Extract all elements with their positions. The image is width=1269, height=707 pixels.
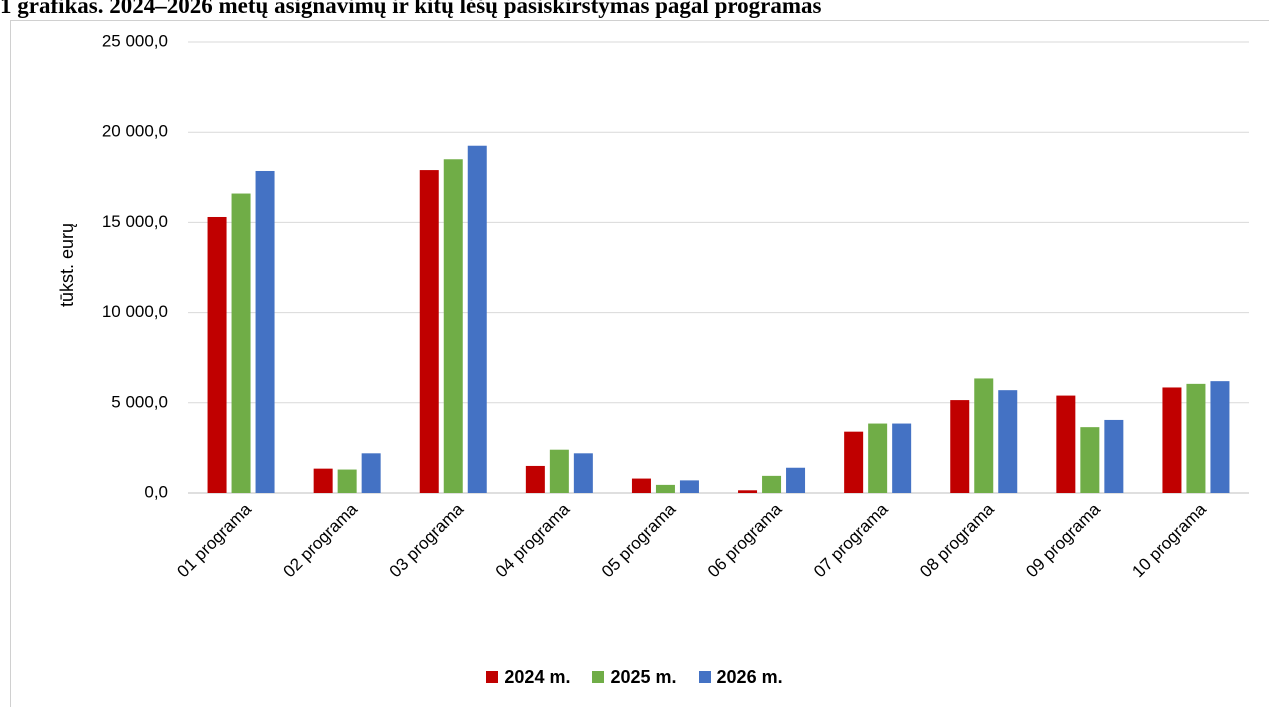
legend-item: 2024 m. xyxy=(486,667,570,688)
bar xyxy=(631,478,651,493)
bar xyxy=(950,400,970,493)
x-tick-label: 10 programa xyxy=(1128,499,1210,581)
bar xyxy=(231,193,251,493)
y-tick-label: 5 000,0 xyxy=(111,392,168,411)
chart-frame xyxy=(10,20,1269,707)
gridlines xyxy=(188,41,1249,494)
chart-title: 1 grafikas. 2024–2026 metų asignavimų ir… xyxy=(0,0,822,18)
y-tick-label: 0,0 xyxy=(144,482,168,501)
x-tick-label: 08 programa xyxy=(916,499,998,581)
legend-swatch xyxy=(592,671,605,683)
x-tick-label: 01 programa xyxy=(173,499,255,581)
y-axis-title: tūkst. eurų xyxy=(57,223,77,307)
legend-swatch xyxy=(486,671,499,683)
y-axis-ticks: 0,0 5 000,0 10 000,0 15 000,0 20 000,0 25 000… xyxy=(102,31,168,501)
bar xyxy=(844,431,864,493)
y-tick-label: 15 000,0 xyxy=(102,212,168,231)
x-tick-label: 06 programa xyxy=(704,499,786,581)
bar xyxy=(525,465,545,493)
bar xyxy=(1210,381,1230,493)
y-tick-label: 10 000,0 xyxy=(102,302,168,321)
bar xyxy=(337,469,357,493)
bar xyxy=(1162,387,1182,493)
x-axis-ticks: 01 programa 02 programa 03 programa 04 prog… xyxy=(173,499,1210,581)
bar xyxy=(762,475,782,493)
legend-item: 2025 m. xyxy=(592,666,677,688)
x-tick-label: 07 programa xyxy=(810,499,892,581)
bar xyxy=(974,378,994,493)
bar xyxy=(419,170,439,494)
legend-label: 2026 m. xyxy=(716,666,783,687)
legend: 2024 m. 2025 m. 2026 m. xyxy=(0,662,1269,692)
bar xyxy=(786,467,806,493)
bar xyxy=(361,453,381,493)
x-tick-label: 02 programa xyxy=(280,499,362,581)
y-tick-label: 25 000,0 xyxy=(102,31,168,50)
bar xyxy=(573,453,593,493)
legend-item: 2026 m. xyxy=(698,666,783,688)
bar xyxy=(1080,427,1100,493)
bar xyxy=(868,423,888,493)
bar xyxy=(679,480,699,493)
legend-label: 2025 m. xyxy=(610,666,677,687)
bar xyxy=(892,423,912,493)
bar xyxy=(255,170,275,493)
bar xyxy=(549,449,569,493)
x-tick-label: 03 programa xyxy=(386,499,468,581)
legend-label: 2024 m. xyxy=(504,666,571,687)
bars xyxy=(207,145,1230,494)
bar xyxy=(1186,383,1206,493)
y-tick-label: 20 000,0 xyxy=(102,122,168,141)
bar xyxy=(1104,419,1124,493)
x-tick-label: 05 programa xyxy=(598,499,680,581)
x-tick-label: 04 programa xyxy=(492,499,574,581)
bar xyxy=(1056,395,1076,493)
bar xyxy=(207,216,227,493)
bar xyxy=(998,390,1018,493)
x-tick-label: 09 programa xyxy=(1022,499,1104,581)
bar xyxy=(738,490,758,493)
bar xyxy=(467,145,487,494)
legend-swatch xyxy=(698,671,711,683)
bar xyxy=(313,468,333,493)
bar xyxy=(443,159,463,493)
bar xyxy=(655,484,675,493)
